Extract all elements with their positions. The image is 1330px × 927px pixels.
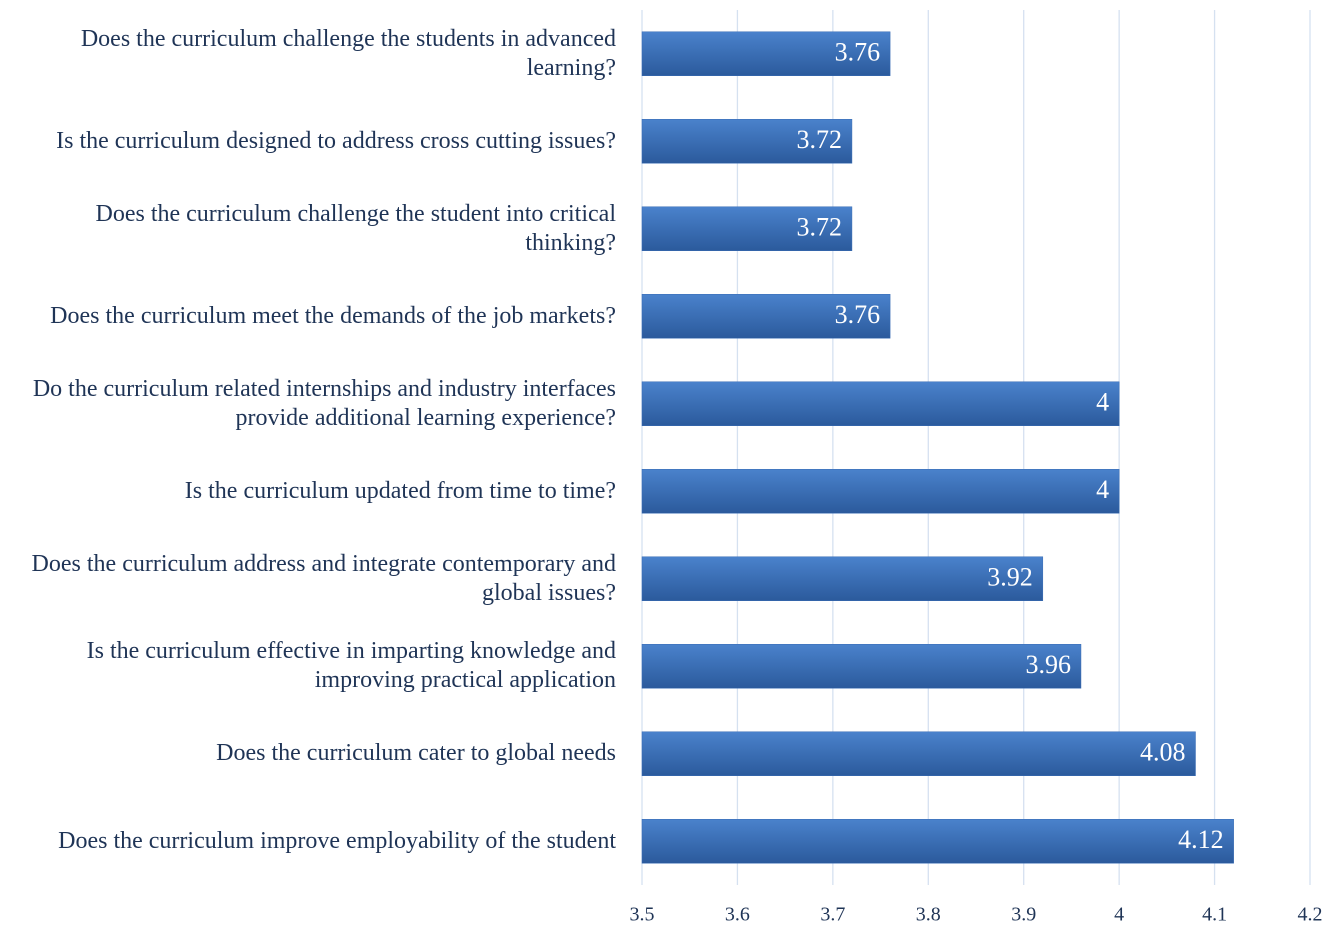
- x-tick-label: 3.9: [1011, 904, 1036, 926]
- category-text: Is the curriculum effective in imparting…: [86, 638, 616, 694]
- x-tick-label: 3.5: [630, 904, 655, 926]
- x-tick-label: 4: [1114, 904, 1124, 926]
- x-tick-label: 3.8: [916, 904, 941, 926]
- bar: [641, 644, 1082, 689]
- category-text: Is the curriculum updated from time to t…: [184, 477, 616, 504]
- category-label: Does the curriculum challenge the studen…: [4, 10, 616, 98]
- bar: [641, 206, 853, 251]
- data-label: 4: [1096, 388, 1109, 417]
- category-label: Is the curriculum effective in imparting…: [4, 623, 616, 711]
- data-label: 3.76: [835, 38, 881, 67]
- category-label: Does the curriculum address and integrat…: [4, 535, 616, 623]
- data-label: 3.96: [1025, 650, 1071, 679]
- bar: [641, 556, 1044, 601]
- x-tick-label: 3.6: [725, 904, 750, 926]
- bar: [641, 381, 1120, 426]
- category-label: Is the curriculum designed to address cr…: [4, 98, 616, 186]
- category-label: Does the curriculum challenge the studen…: [4, 185, 617, 273]
- data-label: 3.76: [835, 300, 881, 329]
- category-text: Do the curriculum related internships an…: [32, 375, 616, 431]
- category-text: Does the curriculum challenge the studen…: [80, 25, 616, 81]
- x-tick-label: 3.7: [820, 904, 845, 926]
- bar: [641, 819, 1234, 864]
- category-label: Does the curriculum meet the demands of …: [4, 273, 616, 361]
- category-text: Does the curriculum challenge the studen…: [95, 200, 617, 256]
- bar: [641, 469, 1120, 514]
- category-text: Does the curriculum address and integrat…: [31, 550, 616, 606]
- data-label: 4.08: [1140, 738, 1186, 767]
- bar: [641, 294, 891, 339]
- category-text: Does the curriculum improve employabilit…: [58, 827, 616, 854]
- category-text: Does the curriculum cater to global need…: [216, 740, 616, 767]
- data-label: 4.12: [1178, 825, 1224, 854]
- category-label: Does the curriculum improve employabilit…: [4, 798, 616, 886]
- category-label: Is the curriculum updated from time to t…: [4, 448, 616, 536]
- bar: [641, 119, 853, 164]
- x-tick-label: 4.1: [1202, 904, 1227, 926]
- bar: [641, 31, 891, 76]
- data-label: 3.72: [796, 125, 842, 154]
- data-label: 4: [1096, 475, 1109, 504]
- category-text: Does the curriculum meet the demands of …: [50, 302, 616, 329]
- data-label: 3.72: [796, 213, 842, 242]
- data-label: 3.92: [987, 563, 1033, 592]
- category-text: Is the curriculum designed to address cr…: [56, 127, 616, 154]
- bar: [641, 731, 1196, 776]
- category-label: Do the curriculum related internships an…: [4, 360, 616, 448]
- x-tick-label: 4.2: [1298, 904, 1323, 926]
- category-label: Does the curriculum cater to global need…: [4, 710, 616, 798]
